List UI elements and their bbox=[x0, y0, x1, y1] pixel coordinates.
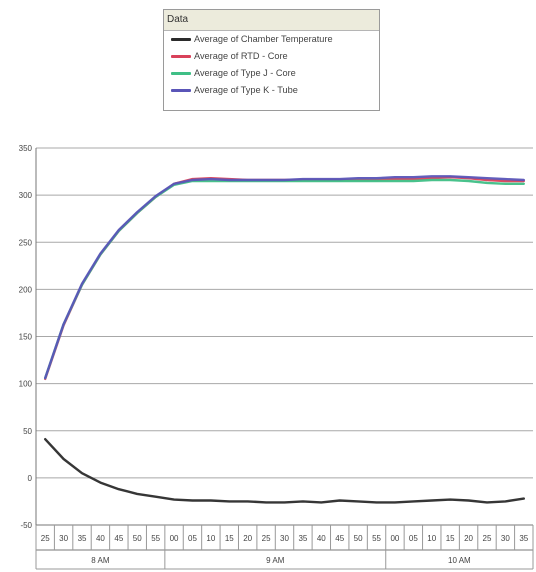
legend-label: Average of Type J - Core bbox=[194, 68, 296, 78]
hour-group-label: 10 AM bbox=[448, 556, 471, 565]
x-tick-label: 20 bbox=[464, 534, 473, 543]
y-tick-label: 200 bbox=[19, 285, 33, 294]
x-tick-label: 05 bbox=[409, 534, 418, 543]
series-line-2 bbox=[44, 175, 525, 381]
legend-item-type-j-core: Average of Type J - Core bbox=[164, 65, 379, 82]
x-tick-label: 25 bbox=[41, 534, 50, 543]
x-tick-label: 00 bbox=[170, 534, 179, 543]
x-tick-label: 55 bbox=[151, 534, 160, 543]
x-tick-label: 25 bbox=[262, 534, 271, 543]
y-tick-label: 300 bbox=[19, 191, 33, 200]
x-axis-ticks: 25 30 35 40 45 50 55 00 05 10 15 20 25 30 35 40 45 50 55 00… bbox=[41, 534, 529, 565]
legend-label: Average of RTD - Core bbox=[194, 51, 288, 61]
hour-group-label: 9 AM bbox=[266, 556, 285, 565]
x-tick-label: 30 bbox=[280, 534, 289, 543]
x-tick-label: 40 bbox=[317, 534, 326, 543]
y-axis-ticks: -50 0 50 100 150 200 250 300 350 bbox=[19, 144, 33, 530]
legend-swatch-type-k-tube bbox=[171, 89, 191, 92]
legend-item-chamber-temperature: Average of Chamber Temperature bbox=[164, 31, 379, 48]
x-tick-label: 50 bbox=[354, 534, 363, 543]
x-tick-label: 35 bbox=[519, 534, 528, 543]
x-tick-label: 10 bbox=[427, 534, 436, 543]
x-tick-label: 50 bbox=[133, 534, 142, 543]
y-tick-label: 350 bbox=[19, 144, 33, 153]
legend-item-rtd-core: Average of RTD - Core bbox=[164, 48, 379, 65]
x-tick-label: 45 bbox=[114, 534, 123, 543]
legend-swatch-chamber-temperature bbox=[171, 38, 191, 41]
x-tick-label: 05 bbox=[188, 534, 197, 543]
gridlines bbox=[36, 147, 533, 526]
y-tick-label: 0 bbox=[28, 474, 33, 483]
series-line-3 bbox=[44, 178, 525, 380]
x-tick-label: 55 bbox=[372, 534, 381, 543]
hour-group-label: 8 AM bbox=[91, 556, 110, 565]
x-tick-label: 00 bbox=[390, 534, 399, 543]
y-tick-label: 50 bbox=[23, 427, 32, 436]
axes bbox=[35, 148, 534, 570]
legend-label: Average of Chamber Temperature bbox=[194, 34, 333, 44]
legend-label: Average of Type K - Tube bbox=[194, 85, 298, 95]
x-tick-label: 10 bbox=[206, 534, 215, 543]
legend-swatch-type-j-core bbox=[171, 72, 191, 75]
legend-header: Data bbox=[164, 10, 379, 31]
y-tick-label: 150 bbox=[19, 333, 33, 342]
chart-legend: Data Average of Chamber Temperature Aver… bbox=[163, 9, 380, 111]
x-tick-label: 35 bbox=[298, 534, 307, 543]
x-tick-label: 45 bbox=[335, 534, 344, 543]
legend-swatch-rtd-core bbox=[171, 55, 191, 58]
y-tick-label: 100 bbox=[19, 380, 33, 389]
y-tick-label: 250 bbox=[19, 238, 33, 247]
series-lines bbox=[44, 175, 525, 504]
x-tick-label: 20 bbox=[243, 534, 252, 543]
x-tick-label: 30 bbox=[501, 534, 510, 543]
x-tick-label: 15 bbox=[225, 534, 234, 543]
x-tick-label: 15 bbox=[446, 534, 455, 543]
x-tick-label: 35 bbox=[78, 534, 87, 543]
legend-item-type-k-tube: Average of Type K - Tube bbox=[164, 82, 379, 99]
x-tick-label: 25 bbox=[483, 534, 492, 543]
y-tick-label: -50 bbox=[20, 521, 32, 530]
x-tick-label: 40 bbox=[96, 534, 105, 543]
x-tick-label: 30 bbox=[59, 534, 68, 543]
series-line-4 bbox=[44, 175, 525, 380]
series-line-1 bbox=[44, 438, 525, 504]
